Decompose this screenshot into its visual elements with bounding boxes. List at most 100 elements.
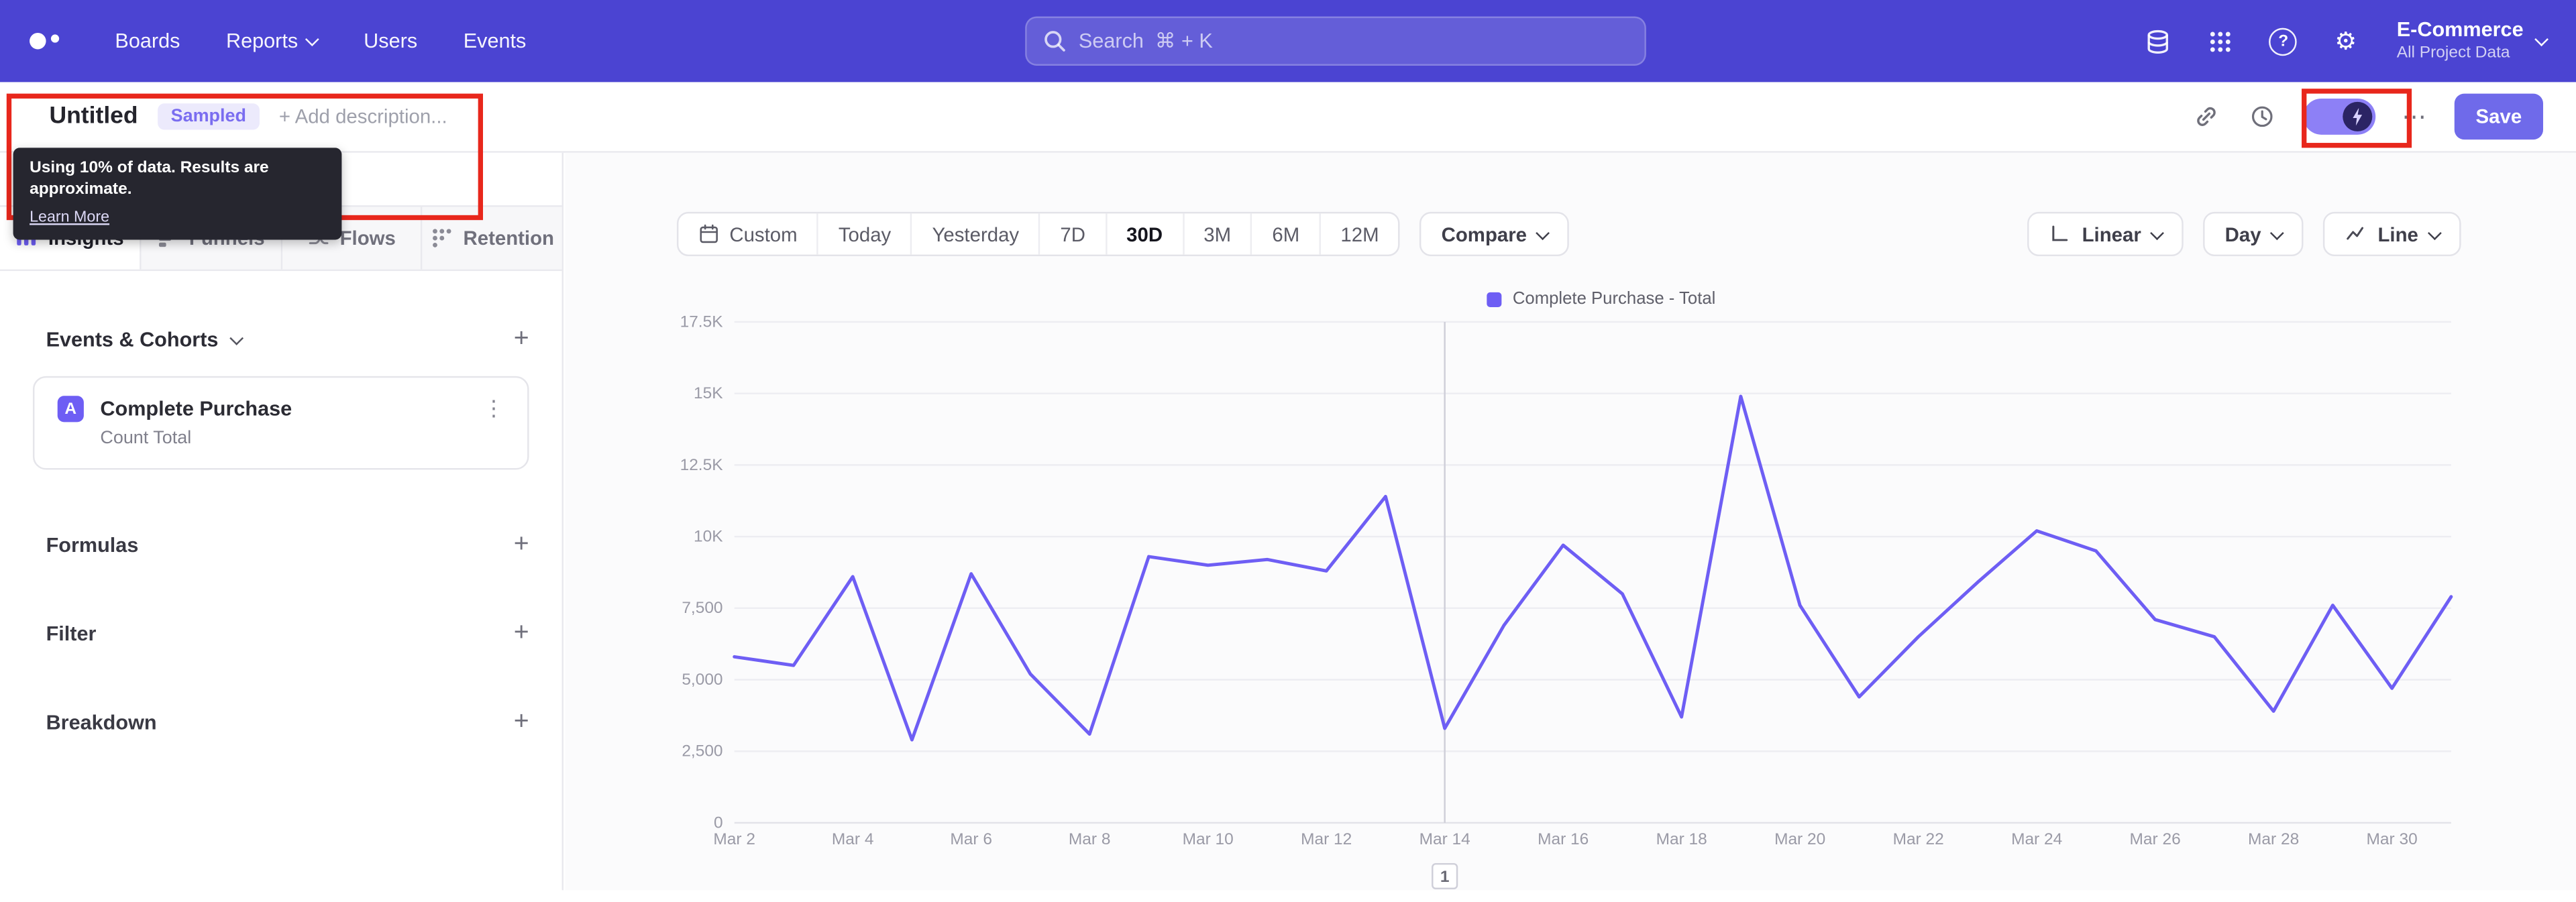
range-6m[interactable]: 6M [1252,213,1322,255]
chart-area: Complete Purchase - Total 0 2,500 5,000 7,5… [669,286,2534,901]
filter-section: Filter + [46,619,529,647]
range-30d[interactable]: 30D [1107,213,1184,255]
compare-button[interactable]: Compare [1419,211,1570,257]
chevron-down-icon [2427,225,2442,239]
nav-item-boards[interactable]: Boards [115,30,180,53]
formulas-label: Formulas [46,533,139,557]
sidebar: Insights Funnels Flows Retention Events … [0,152,564,891]
svg-text:Mar 18: Mar 18 [1656,830,1707,848]
sampled-badge[interactable]: Sampled [158,103,260,130]
report-header: Untitled Sampled + Add description... ⋯ … [0,82,2576,153]
nav-item-reports[interactable]: Reports [226,30,320,52]
settings-gear-icon[interactable]: ⚙ [2334,27,2357,56]
range-yesterday[interactable]: Yesterday [912,213,1040,255]
svg-text:Mar 6: Mar 6 [950,830,992,848]
project-name: E-Commerce [2396,18,2524,42]
history-icon[interactable] [2247,102,2277,131]
granularity-selector[interactable]: Day [2203,211,2304,257]
date-range-selector: Custom Today Yesterday 7D 30D 3M 6M 12M [676,211,1401,257]
breakdown-label: Breakdown [46,711,157,734]
event-card[interactable]: A Complete Purchase ⋮ Count Total [32,376,529,470]
top-nav: Boards Reports Users Events ? ⚙ E-Commer… [0,0,2576,82]
save-button[interactable]: Save [2454,93,2544,140]
svg-text:Mar 24: Mar 24 [2011,830,2062,848]
sampling-tooltip: Using 10% of data. Results are approxima… [13,148,342,240]
svg-text:7,500: 7,500 [682,599,722,617]
svg-text:1: 1 [1440,868,1450,886]
report-title[interactable]: Untitled [49,103,138,130]
chart-legend[interactable]: Complete Purchase - Total [669,286,2534,312]
range-today[interactable]: Today [818,213,913,255]
svg-text:12.5K: 12.5K [680,456,724,474]
range-12m[interactable]: 12M [1340,222,1379,246]
retention-icon [432,229,451,247]
range-custom[interactable]: Custom [678,213,819,255]
scale-selector[interactable]: Linear [2027,211,2184,257]
search-input[interactable] [1024,16,1646,66]
breakdown-section: Breakdown + [46,708,529,736]
event-metric[interactable]: Count Total [100,429,192,449]
lightning-bolt-icon [2353,107,2363,126]
formulas-section: Formulas + [46,530,529,559]
chevron-down-icon [2534,32,2548,47]
svg-text:Mar 22: Mar 22 [1893,830,1944,848]
axes-icon [2053,225,2068,241]
add-description[interactable]: + Add description... [278,105,447,129]
chevron-down-icon [305,32,320,47]
chevron-down-icon [229,331,244,345]
add-filter-button[interactable]: + [513,619,529,647]
svg-text:Mar 14: Mar 14 [1419,830,1470,848]
svg-text:Mar 30: Mar 30 [2367,830,2418,848]
svg-text:Mar 20: Mar 20 [1774,830,1825,848]
event-kebab-menu[interactable]: ⋮ [483,396,504,420]
insights-line-chart[interactable]: 0 2,500 5,000 7,500 10K 12.5K 15K 17.5K 1 Mar 2 Ma… [669,313,2534,893]
svg-text:0: 0 [714,813,723,832]
svg-text:Mar 12: Mar 12 [1301,830,1352,848]
filter-label: Filter [46,622,97,646]
event-letter-badge: A [57,396,84,422]
add-breakdown-button[interactable]: + [513,708,529,736]
line-chart-icon [2347,227,2364,240]
sampling-toggle[interactable] [2303,98,2376,135]
logo-dot-icon [30,32,46,50]
apps-grid-icon[interactable] [2206,26,2236,56]
add-event-button[interactable]: + [513,325,529,353]
svg-text:15K: 15K [694,384,723,402]
events-cohorts-header[interactable]: Events & Cohorts [46,329,244,351]
svg-text:Mar 28: Mar 28 [2248,830,2299,848]
legend-label: Complete Purchase - Total [1512,289,1716,309]
svg-text:5,000: 5,000 [682,671,722,689]
share-link-icon[interactable] [2192,102,2221,131]
range-3m[interactable]: 3M [1184,213,1252,255]
svg-text:Mar 16: Mar 16 [1538,830,1589,848]
nav-item-events[interactable]: Events [463,30,527,53]
help-icon[interactable]: ? [2269,26,2298,56]
chart-type-selector[interactable]: Line [2323,211,2461,257]
svg-text:Mar 8: Mar 8 [1069,830,1111,848]
learn-more-link[interactable]: Learn More [30,209,110,227]
chevron-down-icon [2270,225,2285,239]
svg-text:Mar 26: Mar 26 [2130,830,2181,848]
project-selector[interactable]: E-Commerce All Project Data [2396,18,2548,64]
add-formula-button[interactable]: + [513,530,529,559]
logo-dot-small-icon [50,34,60,43]
calendar-icon [700,224,718,243]
svg-text:Mar 10: Mar 10 [1183,830,1234,848]
svg-text:10K: 10K [694,527,723,545]
svg-text:Mar 2: Mar 2 [713,830,755,848]
nav-item-users[interactable]: Users [364,30,418,53]
svg-text:Mar 4: Mar 4 [832,830,874,848]
project-subtitle: All Project Data [2396,44,2510,62]
chart-controls: Custom Today Yesterday 7D 30D 3M 6M 12M … [676,211,2461,257]
legend-swatch [1486,291,1501,306]
chevron-down-icon [2150,225,2165,239]
search-icon [1044,31,1065,52]
global-search[interactable] [1024,16,1646,66]
range-7d[interactable]: 7D [1040,213,1107,255]
mixpanel-logo[interactable] [30,32,60,50]
tab-retention[interactable]: Retention [423,207,562,270]
more-options-button[interactable]: ⋯ [2402,103,2428,131]
svg-text:2,500: 2,500 [682,742,722,760]
data-management-icon[interactable] [2144,26,2174,56]
main-content: Custom Today Yesterday 7D 30D 3M 6M 12M … [565,152,2576,891]
